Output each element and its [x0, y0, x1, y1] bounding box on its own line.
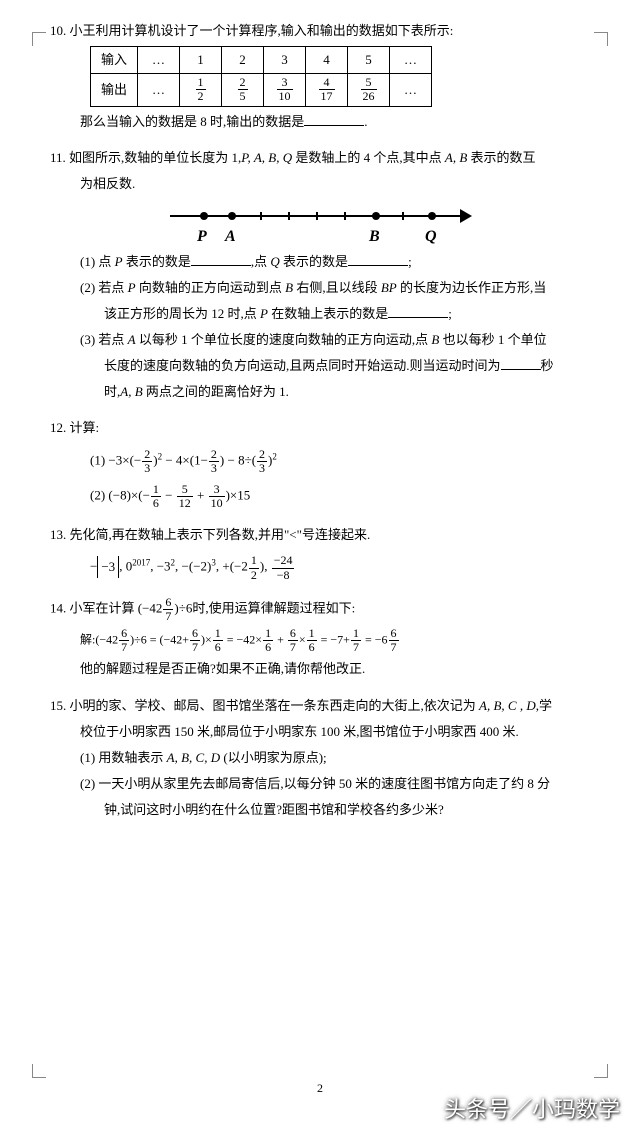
- watermark: 头条号／小玛数学: [444, 1091, 620, 1128]
- cell: 417: [306, 74, 348, 106]
- cell: 5: [348, 47, 390, 74]
- problem-13: 13. 先化简,再在数轴上表示下列各数,并用"<"号连接起来. −−3, 020…: [50, 524, 590, 581]
- problem-number: 13.: [50, 527, 66, 542]
- formula-1: (1) −3×(−23)2 − 4×(1−23) − 8÷(23)2: [90, 448, 590, 475]
- cell: 1: [180, 47, 222, 74]
- solution: 解:(−4267)÷6 = (−42+67)×16 = −42×16 + 67×…: [50, 627, 590, 654]
- cell: 310: [264, 74, 306, 106]
- page-content: 10. 小王利用计算机设计了一个计算程序,输入和输出的数据如下表所示: 输入 ……: [0, 0, 640, 855]
- problem-10: 10. 小王利用计算机设计了一个计算程序,输入和输出的数据如下表所示: 输入 ……: [50, 20, 590, 133]
- problem-after: 那么当输入的数据是 8 时,输出的数据是.: [50, 111, 590, 133]
- cell: 输入: [91, 47, 138, 74]
- cell: …: [138, 74, 180, 106]
- cell: …: [390, 47, 432, 74]
- cell: 4: [306, 47, 348, 74]
- cell: …: [138, 47, 180, 74]
- sub-1: (1) 用数轴表示 A, B, C, D (以小明家为原点);: [50, 747, 590, 769]
- corner-top-right: [594, 32, 608, 46]
- problem-number: 15.: [50, 698, 66, 713]
- corner-bottom-left: [32, 1064, 46, 1078]
- problem-11: 11. 如图所示,数轴的单位长度为 1,P, A, B, Q 是数轴上的 4 个…: [50, 147, 590, 404]
- problem-number: 14.: [50, 600, 66, 615]
- cell: 526: [348, 74, 390, 106]
- blank: [304, 113, 364, 126]
- number-line: P A B Q: [170, 203, 470, 243]
- cell: …: [390, 74, 432, 106]
- problem-14: 14. 小军在计算 (−4267)÷6时,使用运算律解题过程如下: 解:(−42…: [50, 596, 590, 681]
- cell: 2: [222, 47, 264, 74]
- table-row-output: 输出 … 12 25 310 417 526 …: [91, 74, 432, 106]
- problem-number: 11.: [50, 150, 66, 165]
- problem-15: 15. 小明的家、学校、邮局、图书馆坐落在一条东西走向的大街上,依次记为 A, …: [50, 695, 590, 821]
- cell: 输出: [91, 74, 138, 106]
- sub-3: (3) 若点 A 以每秒 1 个单位长度的速度向数轴的正方向运动,点 B 也以每…: [50, 329, 590, 351]
- cell: 25: [222, 74, 264, 106]
- corner-bottom-right: [594, 1064, 608, 1078]
- cell: 12: [180, 74, 222, 106]
- terms: −−3, 02017, −32, −(−2)3, +(−212), −24−8: [90, 554, 590, 581]
- sub-1: (1) 点 P 表示的数是,点 Q 表示的数是;: [50, 251, 590, 273]
- sub-2: (2) 若点 P 向数轴的正方向运动到点 B 右侧,且以线段 BP 的长度为边长…: [50, 277, 590, 299]
- io-table: 输入 … 1 2 3 4 5 … 输出 … 12 25 310 417 526 …: [90, 46, 432, 106]
- problem-12: 12. 计算: (1) −3×(−23)2 − 4×(1−23) − 8÷(23…: [50, 417, 590, 510]
- cell: 3: [264, 47, 306, 74]
- corner-top-left: [32, 32, 46, 46]
- formula-2: (2) (−8)×(−16 − 512 + 310)×15: [90, 483, 590, 510]
- table-row-input: 输入 … 1 2 3 4 5 …: [91, 47, 432, 74]
- problem-number: 12.: [50, 420, 66, 435]
- problem-number: 10.: [50, 23, 66, 38]
- problem-text: 小王利用计算机设计了一个计算程序,输入和输出的数据如下表所示:: [70, 23, 454, 38]
- sub-2: (2) 一天小明从家里先去邮局寄信后,以每分钟 50 米的速度往图书馆方向走了约…: [50, 773, 590, 795]
